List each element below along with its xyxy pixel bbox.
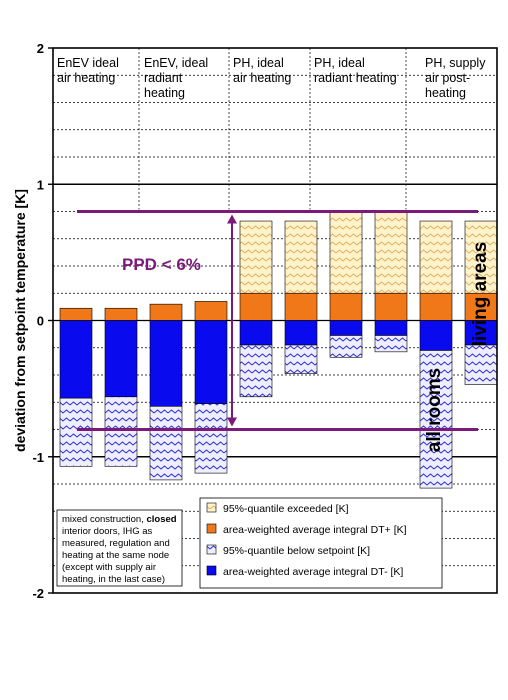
legend-swatch: [206, 502, 217, 513]
bar-dt-plus: [329, 292, 363, 321]
bar-q95-below: [329, 335, 363, 358]
bar-q95-below: [194, 403, 228, 474]
legend-label: area-weighted average integral DT- [K]: [223, 566, 403, 578]
bar-q95-exceeded: [239, 220, 273, 294]
bar-q95-below: [284, 344, 318, 374]
bar-q95-exceeded: [329, 211, 363, 294]
bar-q95-below: [149, 406, 183, 481]
bar-dt-minus: [329, 320, 363, 336]
y-axis-label: deviation from setpoint temperature [K]: [12, 189, 28, 452]
all-rooms-annotation: all rooms: [424, 368, 445, 452]
note-line: measured, regulation and: [62, 538, 170, 549]
note-box: [56, 509, 183, 587]
bar-dt-plus: [59, 307, 93, 321]
bar-q95-below: [419, 350, 453, 489]
note-line: interior doors, IHG as: [62, 526, 153, 537]
legend-label: 95%-quantile below setpoint [K]: [223, 545, 370, 557]
labels: 2 1 0 -1 -2 deviation from setpoint temperatu…: [12, 41, 491, 601]
bar-q95-exceeded: [284, 220, 318, 294]
ppd-arrow-head-up: [227, 214, 237, 224]
bar-dt-plus: [149, 303, 183, 321]
bar-q95-exceeded: [419, 220, 453, 294]
bar-dt-minus: [59, 320, 93, 399]
bar-q95-exceeded: [464, 220, 498, 294]
bar-dt-minus: [194, 320, 228, 404]
bar-dt-minus: [374, 320, 408, 336]
scenario-label: EnEV ideal air heating: [57, 56, 119, 85]
bar-q95-below: [239, 344, 273, 398]
bar-dt-plus: [104, 307, 138, 321]
legend-swatch: [206, 544, 217, 555]
bars: [59, 211, 498, 489]
scenario-label: EnEV, ideal radiant heating: [144, 56, 208, 100]
bar-dt-plus: [464, 292, 498, 321]
legend-label: area-weighted average integral DT+ [K]: [223, 524, 407, 536]
bar-dt-plus: [284, 292, 318, 321]
scenario-label: PH, supply air post-heating: [425, 56, 486, 100]
ppd-annotation: PPD < 6%: [122, 255, 201, 274]
legend-box: [199, 497, 443, 589]
note-line: (except with supply air: [62, 562, 156, 573]
bar-q95-exceeded: [374, 211, 408, 294]
ppd-arrow-head-down: [227, 417, 237, 427]
legend-label: 95%-quantile exceeded [K]: [223, 503, 349, 515]
bar-dt-plus: [239, 292, 273, 321]
bar-dt-plus: [194, 301, 228, 321]
bar-dt-plus: [374, 292, 408, 321]
bar-dt-minus: [104, 320, 138, 398]
living-areas-annotation: living areas: [470, 242, 491, 347]
note-line: heating, in the last case): [62, 574, 165, 585]
y-tick-label: 2: [37, 41, 44, 56]
scenario-label: PH, ideal radiant heating: [314, 56, 397, 85]
bar-dt-minus: [419, 320, 453, 351]
bar-dt-minus: [284, 320, 318, 346]
bar-dt-minus: [464, 320, 498, 346]
legend-swatch: [206, 565, 217, 576]
y-tick-label: 1: [37, 177, 44, 192]
bar-q95-below: [374, 335, 408, 353]
legend-swatch: [206, 523, 217, 534]
scenario-label: PH, ideal air heating: [233, 56, 291, 85]
y-tick-label: -1: [32, 450, 44, 465]
bar-q95-below: [59, 397, 93, 467]
plot-frame: [48, 47, 498, 594]
bar-dt-minus: [149, 320, 183, 407]
bar-dt-minus: [239, 320, 273, 346]
bar-q95-below: [464, 344, 498, 385]
bar-q95-below: [104, 396, 138, 467]
bar-dt-plus: [419, 292, 453, 321]
y-tick-label: 0: [37, 314, 44, 329]
note-line: mixed construction, closed: [62, 514, 177, 525]
note-line: heating at the same node: [62, 550, 169, 561]
y-tick-label: -2: [32, 586, 44, 601]
